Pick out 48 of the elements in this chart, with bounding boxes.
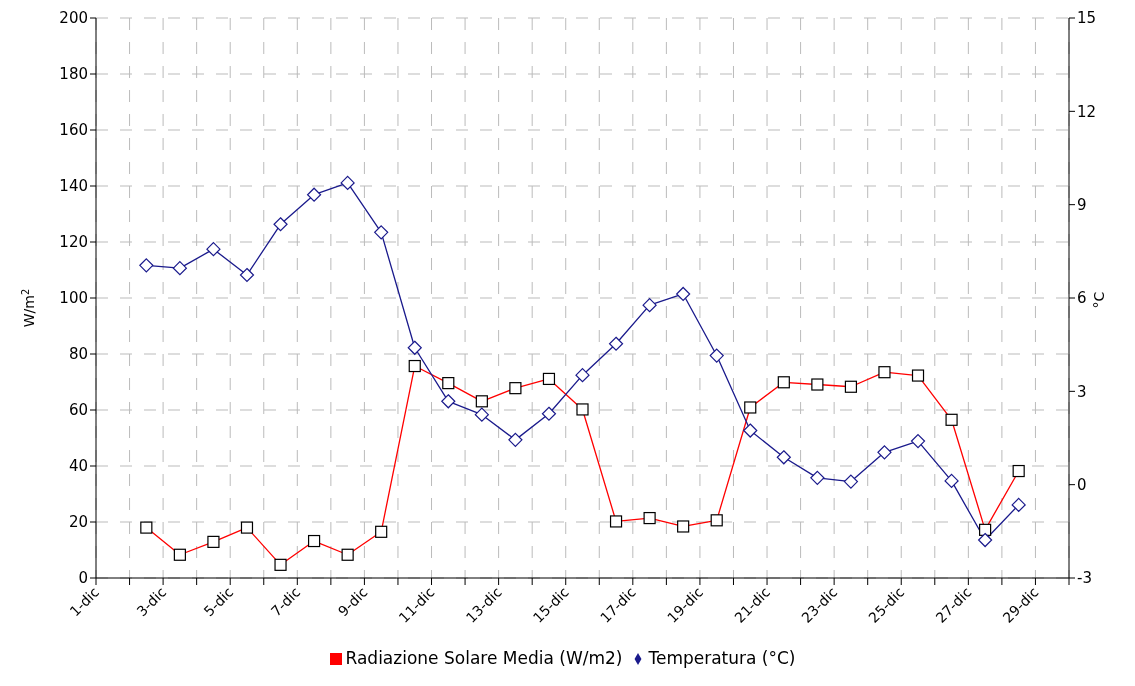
point [642,298,657,313]
y-tick-label: 100 [59,289,88,308]
point [608,336,624,351]
point [877,445,892,460]
y2-tick-label: 9 [1077,195,1087,214]
y2-tick-label: 6 [1077,289,1087,308]
y2-tick-label: 3 [1077,382,1087,401]
y-tick-label: 200 [59,9,88,28]
point [139,258,154,273]
y-tick-label: 60 [68,401,88,420]
y-tick-label: 20 [68,513,88,532]
legend-label: Temperatura (°C) [648,648,796,668]
y2-tick-label: 12 [1077,102,1097,121]
point [508,432,523,447]
point [441,394,456,409]
point [910,434,926,449]
legend-label: Radiazione Solare Media (W/m2) [345,648,623,668]
y-tick-label: 80 [68,345,88,364]
y2-tick-label: 0 [1077,475,1087,494]
y-tick-label: 180 [59,65,88,84]
point [306,187,322,202]
point [206,242,221,257]
point [810,470,825,485]
point [1011,497,1026,512]
y-tick-label: 120 [59,233,88,252]
point [776,450,791,465]
point [743,423,758,438]
point [978,532,993,548]
y-tick-label: 160 [59,121,88,140]
point [676,286,691,302]
point [575,368,590,383]
point [239,267,255,283]
y2-axis-title: °C [1091,291,1107,309]
point [843,474,859,489]
y2-tick-label: 15 [1077,9,1097,28]
y2-tick-label: -3 [1077,569,1092,588]
point [709,348,724,363]
point [944,473,959,489]
point [541,406,557,421]
point [474,407,489,422]
point [340,175,355,190]
point [374,225,389,240]
point [273,217,288,232]
y-tick-label: 40 [68,457,88,476]
point [407,340,422,355]
y-tick-label: 140 [59,177,88,196]
y-tick-label: 0 [78,569,88,588]
point [172,261,187,276]
